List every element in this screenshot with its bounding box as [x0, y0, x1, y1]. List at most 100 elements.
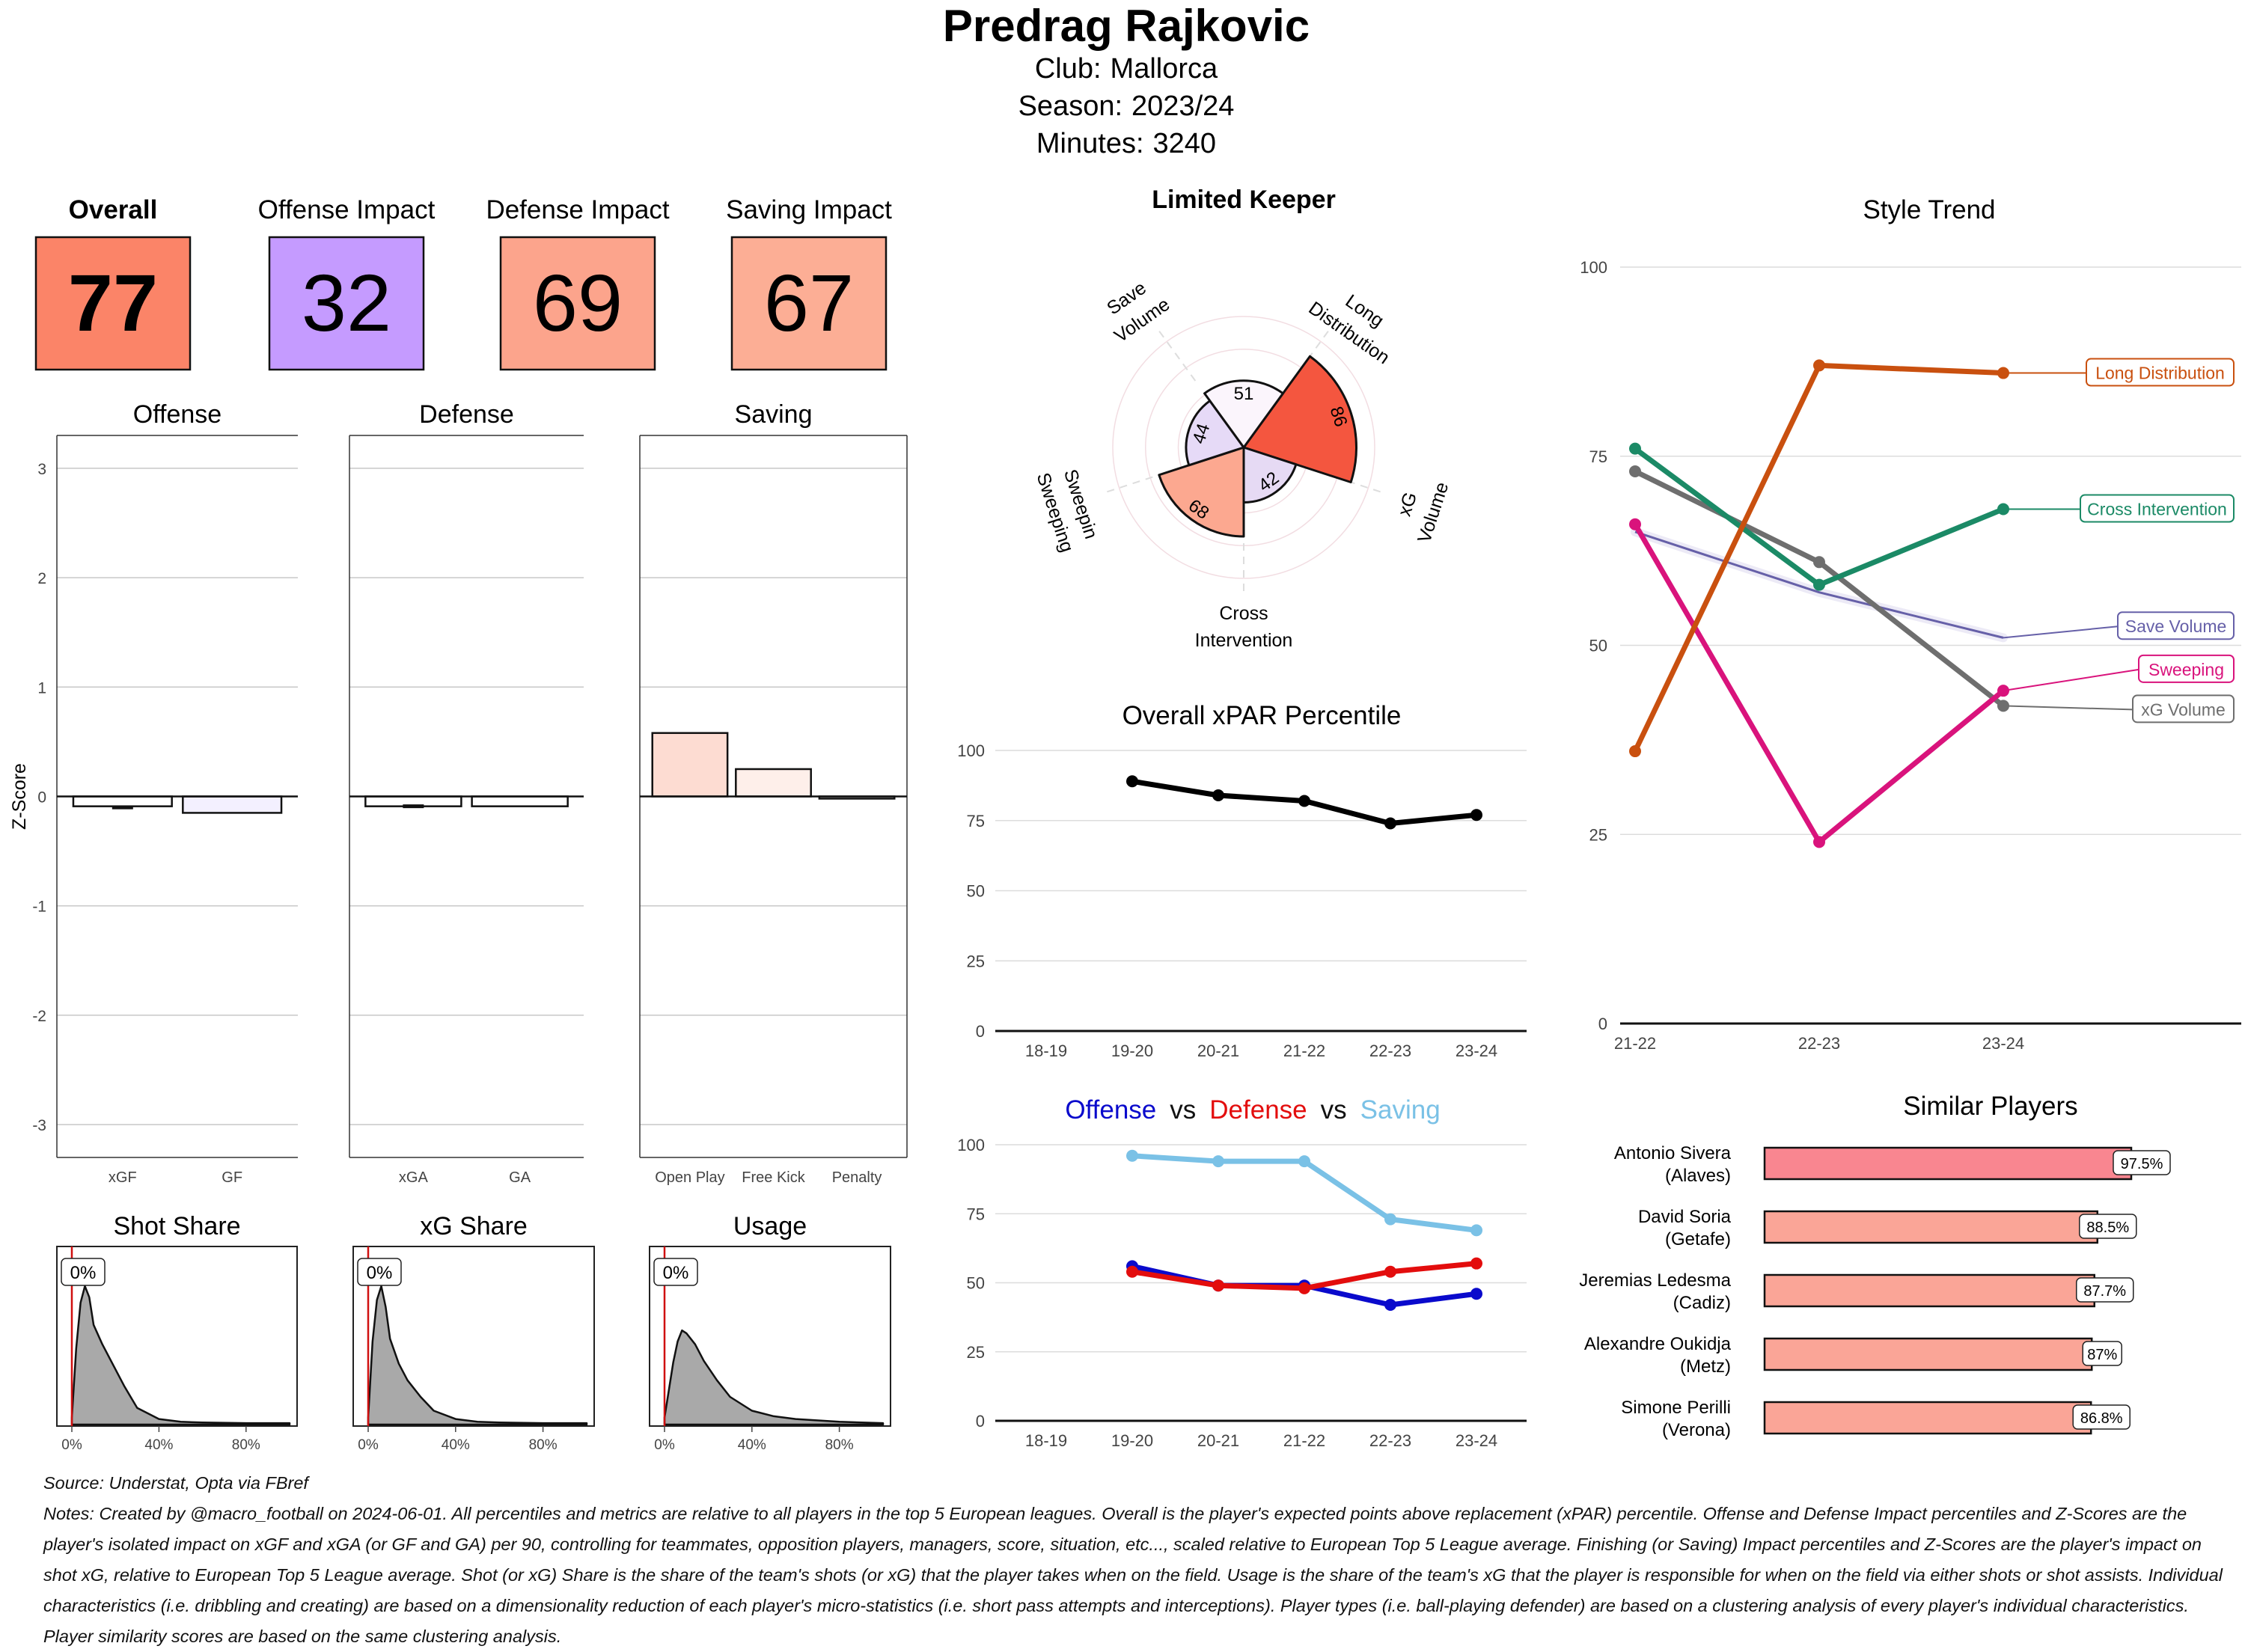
minutes-label: Minutes:: [1036, 128, 1144, 159]
zscore-panel-title: Offense: [133, 400, 222, 429]
zscore-category-label: xGF: [109, 1169, 137, 1186]
radar-title: Limited Keeper: [1152, 186, 1336, 214]
line-category-label: 22-23: [1369, 1431, 1411, 1450]
line-point: [1126, 1149, 1138, 1162]
line-point: [1470, 1257, 1482, 1270]
radar-value-label: 51: [1234, 384, 1254, 404]
line-category-label: 23-24: [1456, 1431, 1497, 1450]
style-point: [1813, 578, 1825, 591]
style-point: [1629, 442, 1641, 455]
line-point: [1384, 1265, 1396, 1278]
score-cards: Overall 77 Offense Impact 32 Defense Impact 6…: [34, 195, 892, 371]
score-card-value: 77: [68, 257, 158, 348]
style-tick-label: 0: [1598, 1015, 1607, 1033]
similar-players-chart: Similar Players Antonio Sivera (Alaves) 97.…: [1579, 1092, 2171, 1440]
style-point: [1813, 836, 1825, 848]
similar-player-name: Simone Perilli: [1621, 1398, 1731, 1418]
score-card-box: [34, 236, 192, 371]
season-label: Season:: [1018, 91, 1122, 122]
offense-defense-saving-chart: Offense vs Defense vs Saving 0 25 50 75 100 18-19 1…: [957, 1095, 1527, 1450]
similar-player-club: (Verona): [1662, 1420, 1731, 1440]
radar-category-label: SweepinSweeping: [1033, 462, 1104, 554]
density-area: [367, 1285, 588, 1426]
similar-value-box: [2072, 1404, 2131, 1430]
line-point: [1384, 817, 1396, 830]
zscore-tick-label: 1: [37, 679, 46, 697]
ovd-title-part: Defense: [1209, 1095, 1307, 1125]
similar-player-club: (Getafe): [1665, 1229, 1731, 1249]
style-tick-label: 50: [1589, 637, 1607, 655]
zscore-panel-title: Saving: [735, 400, 813, 429]
zscore-category-label: xGA: [399, 1169, 429, 1186]
density-marker-label: 0%: [367, 1263, 393, 1283]
style-series-line: [1634, 530, 2004, 639]
line-point: [1212, 1155, 1224, 1168]
score-card-value: 32: [302, 257, 391, 348]
similar-player-name: Alexandre Oukidja: [1584, 1334, 1732, 1354]
style-point: [1813, 556, 1825, 569]
similar-bar: [1763, 1273, 2095, 1308]
density-tick-label: 80%: [232, 1437, 260, 1453]
style-label-connector: [2003, 668, 2139, 692]
score-card-value: 69: [533, 257, 623, 348]
density-panel-frame: [352, 1246, 595, 1427]
player-name: Predrag Rajkovic: [943, 1, 1310, 51]
line-point: [1384, 1213, 1396, 1226]
similar-value-label: 87%: [2087, 1347, 2117, 1363]
zscore-category-label: Open Play: [655, 1169, 724, 1186]
line-category-label: 23-24: [1456, 1041, 1497, 1060]
line-point: [1298, 1155, 1310, 1168]
zscore-bar: [735, 768, 812, 798]
style-label-text: Save Volume: [2125, 617, 2227, 636]
similar-value-box: [2113, 1150, 2171, 1175]
line-tick-label: 25: [967, 1343, 985, 1362]
line-point: [1384, 1299, 1396, 1312]
line-category-label: 19-20: [1111, 1041, 1153, 1060]
line-point: [1212, 789, 1224, 801]
density-tick-label: 40%: [442, 1437, 470, 1453]
score-card-box: [730, 236, 888, 371]
radar-wedge: [1242, 355, 1357, 484]
line-tick-label: 0: [976, 1022, 985, 1041]
style-label-box: [2138, 654, 2235, 683]
radar-category-label: xGVolume: [1388, 471, 1453, 545]
score-card-label: Offense Impact: [258, 195, 436, 224]
zscore-tick-label: 0: [37, 789, 46, 807]
style-point: [1629, 465, 1641, 477]
radar-wedge: [1242, 446, 1298, 504]
xpar-percentile-chart: Overall xPAR Percentile 0 25 50 75 100 18-19 19…: [957, 701, 1527, 1060]
style-point: [1629, 518, 1641, 530]
radar-divider: [1105, 472, 1166, 494]
line-point: [1470, 1288, 1482, 1300]
similar-bar: [1763, 1146, 2133, 1181]
line-category-label: 20-21: [1197, 1041, 1239, 1060]
style-label-text: xG Volume: [2141, 700, 2226, 719]
radar-category-label: Cross Intervention: [1195, 603, 1293, 651]
density-area: [70, 1285, 291, 1426]
line-point: [1298, 795, 1310, 807]
style-category-label: 21-22: [1614, 1034, 1656, 1053]
minutes-line: Minutes: 3240: [1036, 128, 1216, 159]
zscore-tick-label: 2: [37, 570, 46, 587]
similar-value-box: [2075, 1277, 2134, 1303]
density-tick-label: 0%: [61, 1437, 82, 1453]
club-line: Club: Mallorca: [1035, 53, 1218, 85]
similar-value-label: 97.5%: [2121, 1156, 2163, 1172]
line-category-label: 18-19: [1025, 1431, 1067, 1450]
zscore-axis-label: Z-Score: [9, 763, 30, 830]
line-category-label: 20-21: [1197, 1431, 1239, 1450]
radar-grid-ring: [1112, 316, 1375, 579]
line-tick-label: 0: [976, 1412, 985, 1431]
radar-divider: [1322, 472, 1383, 494]
similar-player-club: (Cadiz): [1673, 1293, 1731, 1313]
score-card-value: 67: [764, 257, 854, 348]
style-tick-label: 25: [1589, 825, 1607, 844]
density-panel-title: Shot Share: [113, 1212, 240, 1240]
style-point: [1629, 745, 1641, 758]
similar-value-box: [2079, 1214, 2137, 1239]
similar-player-name: Jeremias Ledesma: [1579, 1270, 1731, 1291]
club-value: Mallorca: [1111, 53, 1218, 85]
zscore-category-label: Free Kick: [742, 1169, 805, 1186]
line-category-label: 21-22: [1283, 1431, 1325, 1450]
style-label-connector: [2003, 705, 2133, 711]
